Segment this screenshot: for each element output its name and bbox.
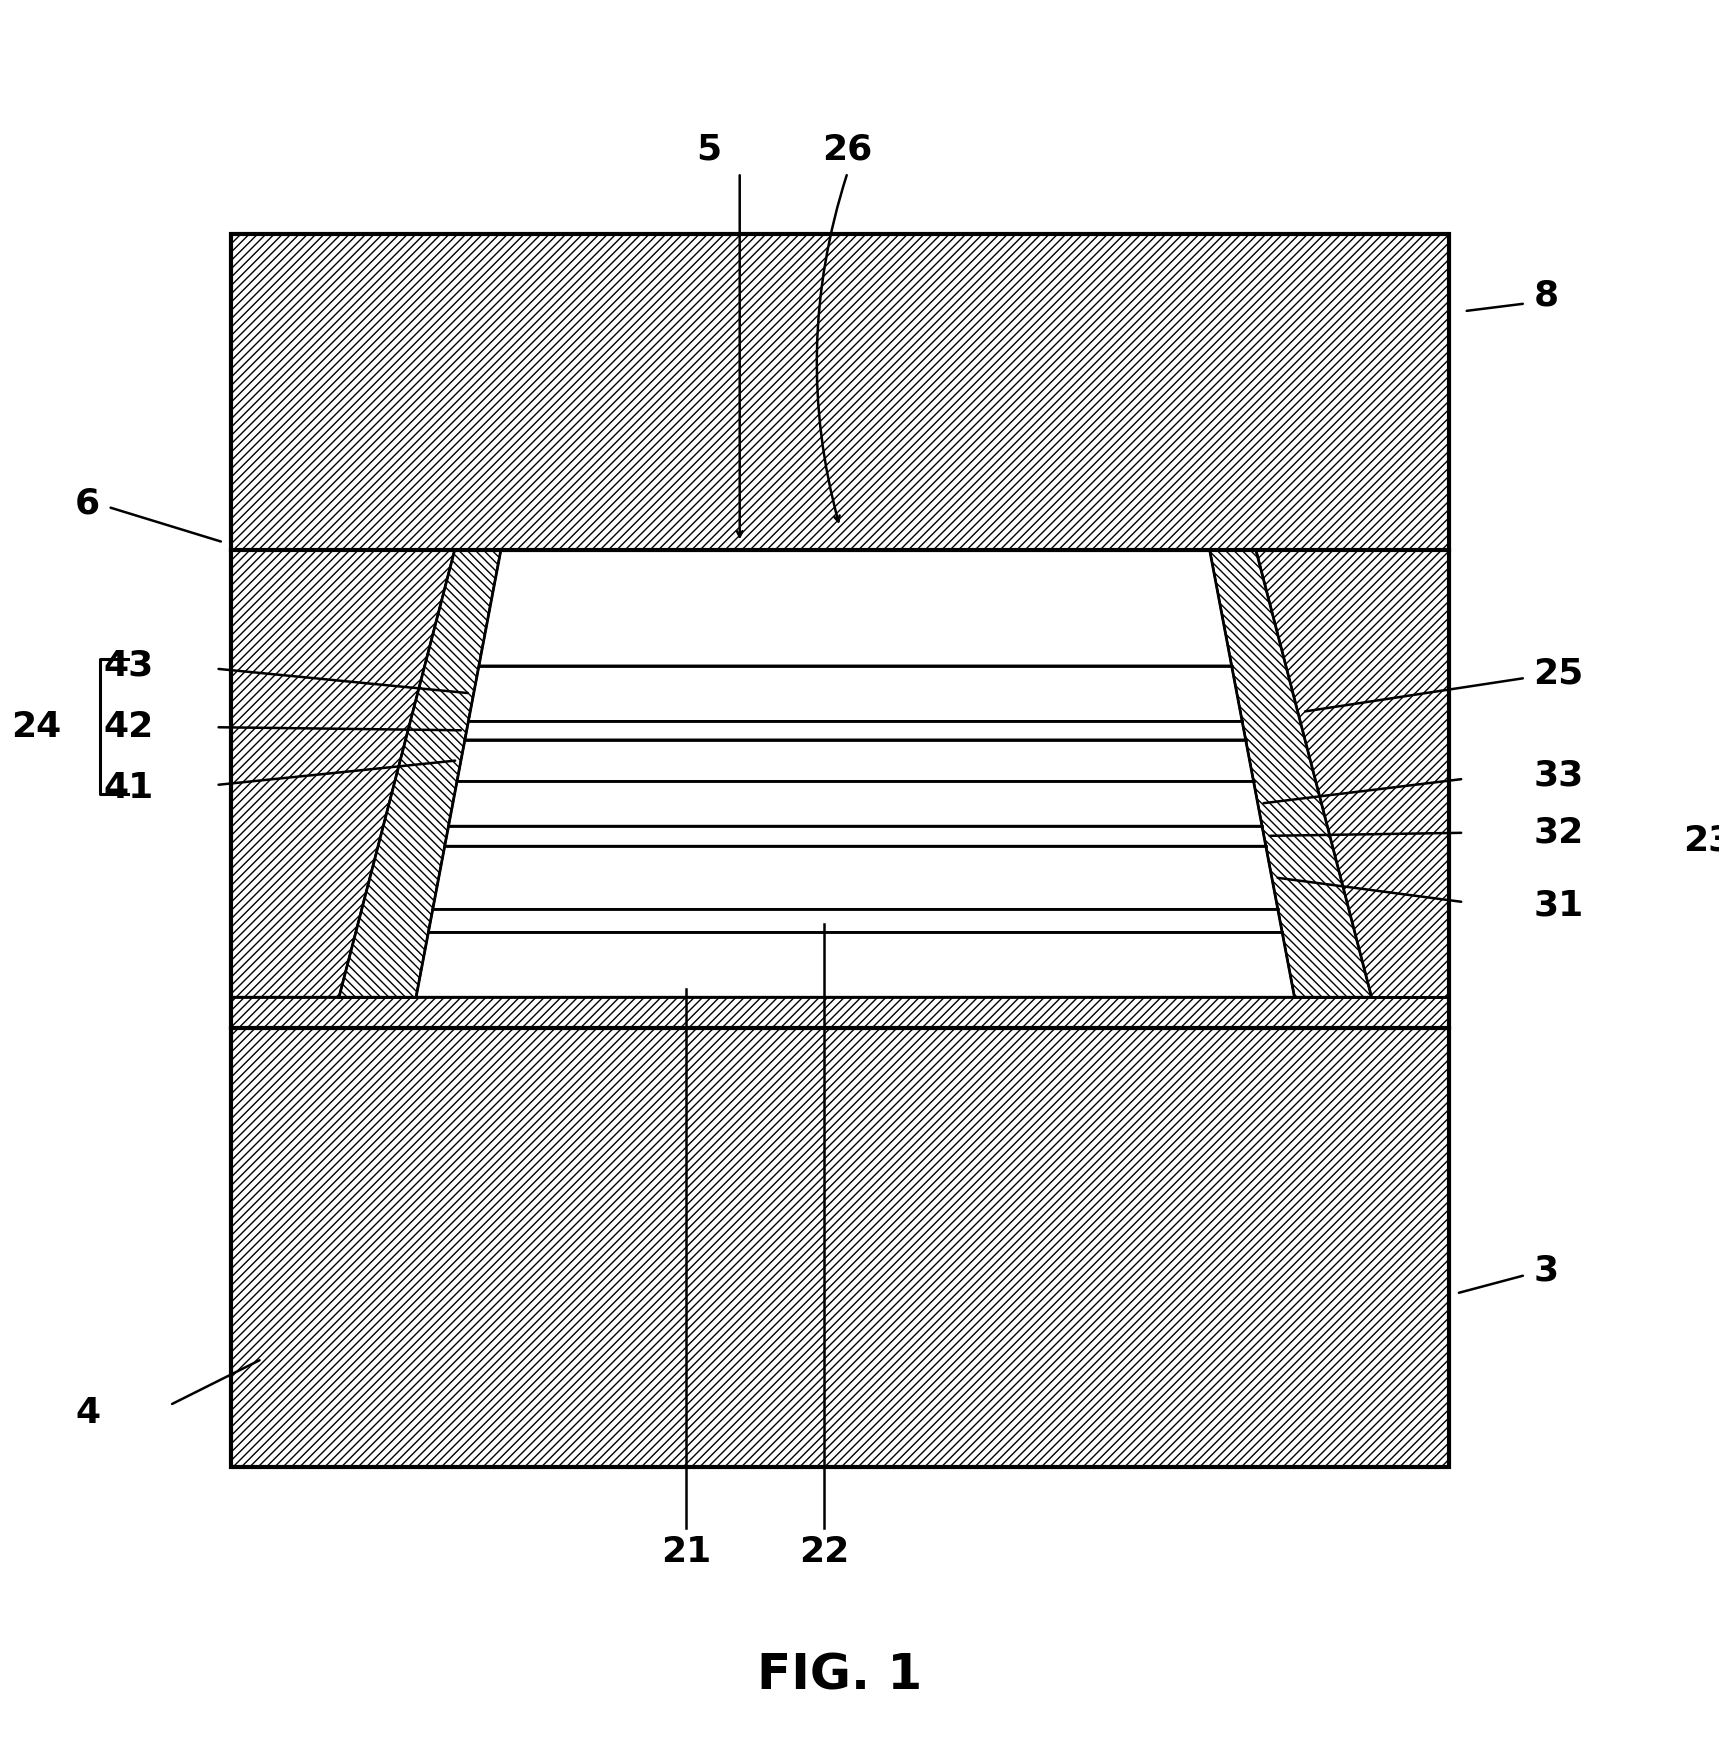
Text: 5: 5 bbox=[696, 132, 722, 166]
Polygon shape bbox=[232, 996, 1449, 1028]
Text: 33: 33 bbox=[1533, 758, 1583, 793]
Polygon shape bbox=[428, 910, 1282, 933]
Text: 25: 25 bbox=[1533, 656, 1583, 691]
Polygon shape bbox=[469, 666, 1243, 721]
Polygon shape bbox=[232, 234, 1449, 550]
Text: 42: 42 bbox=[103, 710, 155, 744]
Text: 3: 3 bbox=[1533, 1253, 1559, 1287]
Polygon shape bbox=[416, 933, 1294, 996]
Polygon shape bbox=[445, 825, 1265, 846]
Text: 43: 43 bbox=[103, 649, 155, 682]
Polygon shape bbox=[232, 550, 454, 996]
Text: 41: 41 bbox=[103, 770, 155, 806]
Text: 21: 21 bbox=[660, 1534, 712, 1569]
Text: 24: 24 bbox=[12, 710, 62, 744]
Polygon shape bbox=[339, 550, 500, 996]
Text: 32: 32 bbox=[1533, 816, 1583, 850]
Polygon shape bbox=[464, 721, 1246, 739]
Polygon shape bbox=[457, 739, 1253, 781]
Text: 31: 31 bbox=[1533, 889, 1583, 922]
Polygon shape bbox=[449, 781, 1262, 825]
Polygon shape bbox=[480, 550, 1231, 666]
Polygon shape bbox=[1257, 550, 1449, 996]
Text: 4: 4 bbox=[76, 1396, 100, 1430]
Text: FIG. 1: FIG. 1 bbox=[758, 1652, 923, 1700]
Text: 8: 8 bbox=[1533, 279, 1559, 312]
Text: 6: 6 bbox=[76, 487, 100, 520]
Text: 26: 26 bbox=[822, 132, 873, 166]
Polygon shape bbox=[1210, 550, 1372, 996]
Text: 23: 23 bbox=[1683, 823, 1719, 857]
Polygon shape bbox=[433, 846, 1277, 910]
Text: 22: 22 bbox=[799, 1534, 849, 1569]
Polygon shape bbox=[232, 1028, 1449, 1467]
